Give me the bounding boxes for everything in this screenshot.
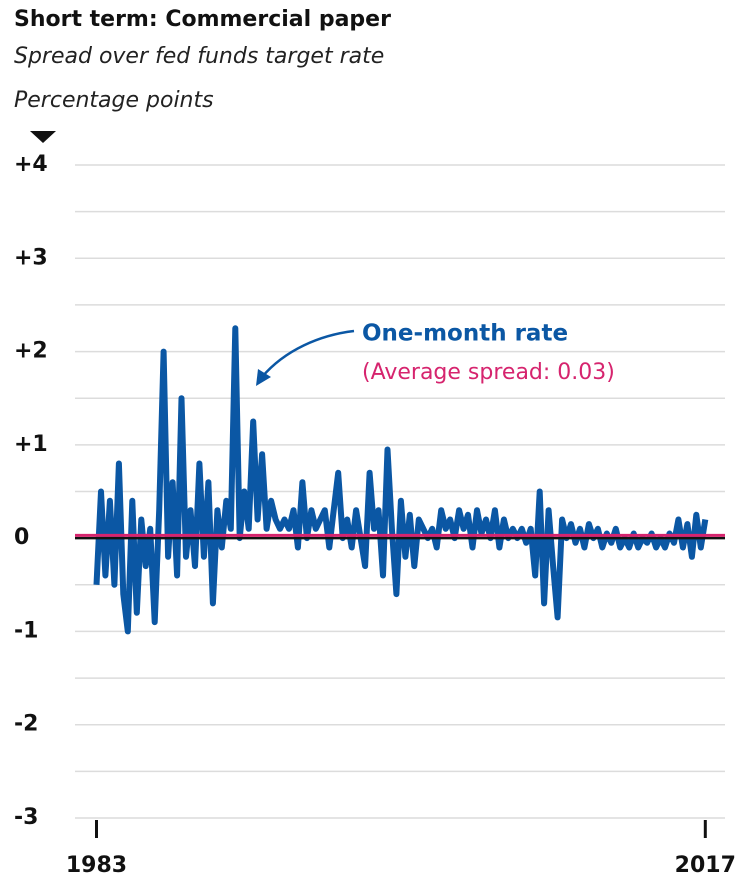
y-tick-label: +2 (14, 339, 48, 364)
annotation-arrowhead (256, 369, 271, 386)
annotation-arrow (261, 329, 355, 378)
data-line (93, 325, 709, 635)
y-tick-label: 0 (14, 525, 29, 550)
x-tick-label: 2017 (675, 853, 736, 878)
plot: +4 +3 +2 +1 0 -1 -2 -3 1983 2017 (14, 152, 736, 878)
axis-pointer (30, 131, 56, 143)
y-tick-label: +4 (14, 152, 48, 177)
x-tick-label: 1983 (66, 853, 127, 878)
y-tick-label: -2 (14, 712, 38, 737)
y-tick-label: -1 (14, 618, 38, 643)
y-axis-label: Percentage points (14, 88, 214, 113)
chart-subtitle: Spread over fed funds target rate (14, 44, 384, 69)
y-tick-label: +1 (14, 432, 48, 457)
y-tick-label: +3 (14, 245, 48, 270)
annotation: One-month rate (362, 321, 568, 347)
chart-title: Short term: Commercial paper (14, 7, 391, 32)
y-tick-label: -3 (14, 805, 38, 830)
average-label: (Average spread: 0.03) (362, 360, 615, 385)
